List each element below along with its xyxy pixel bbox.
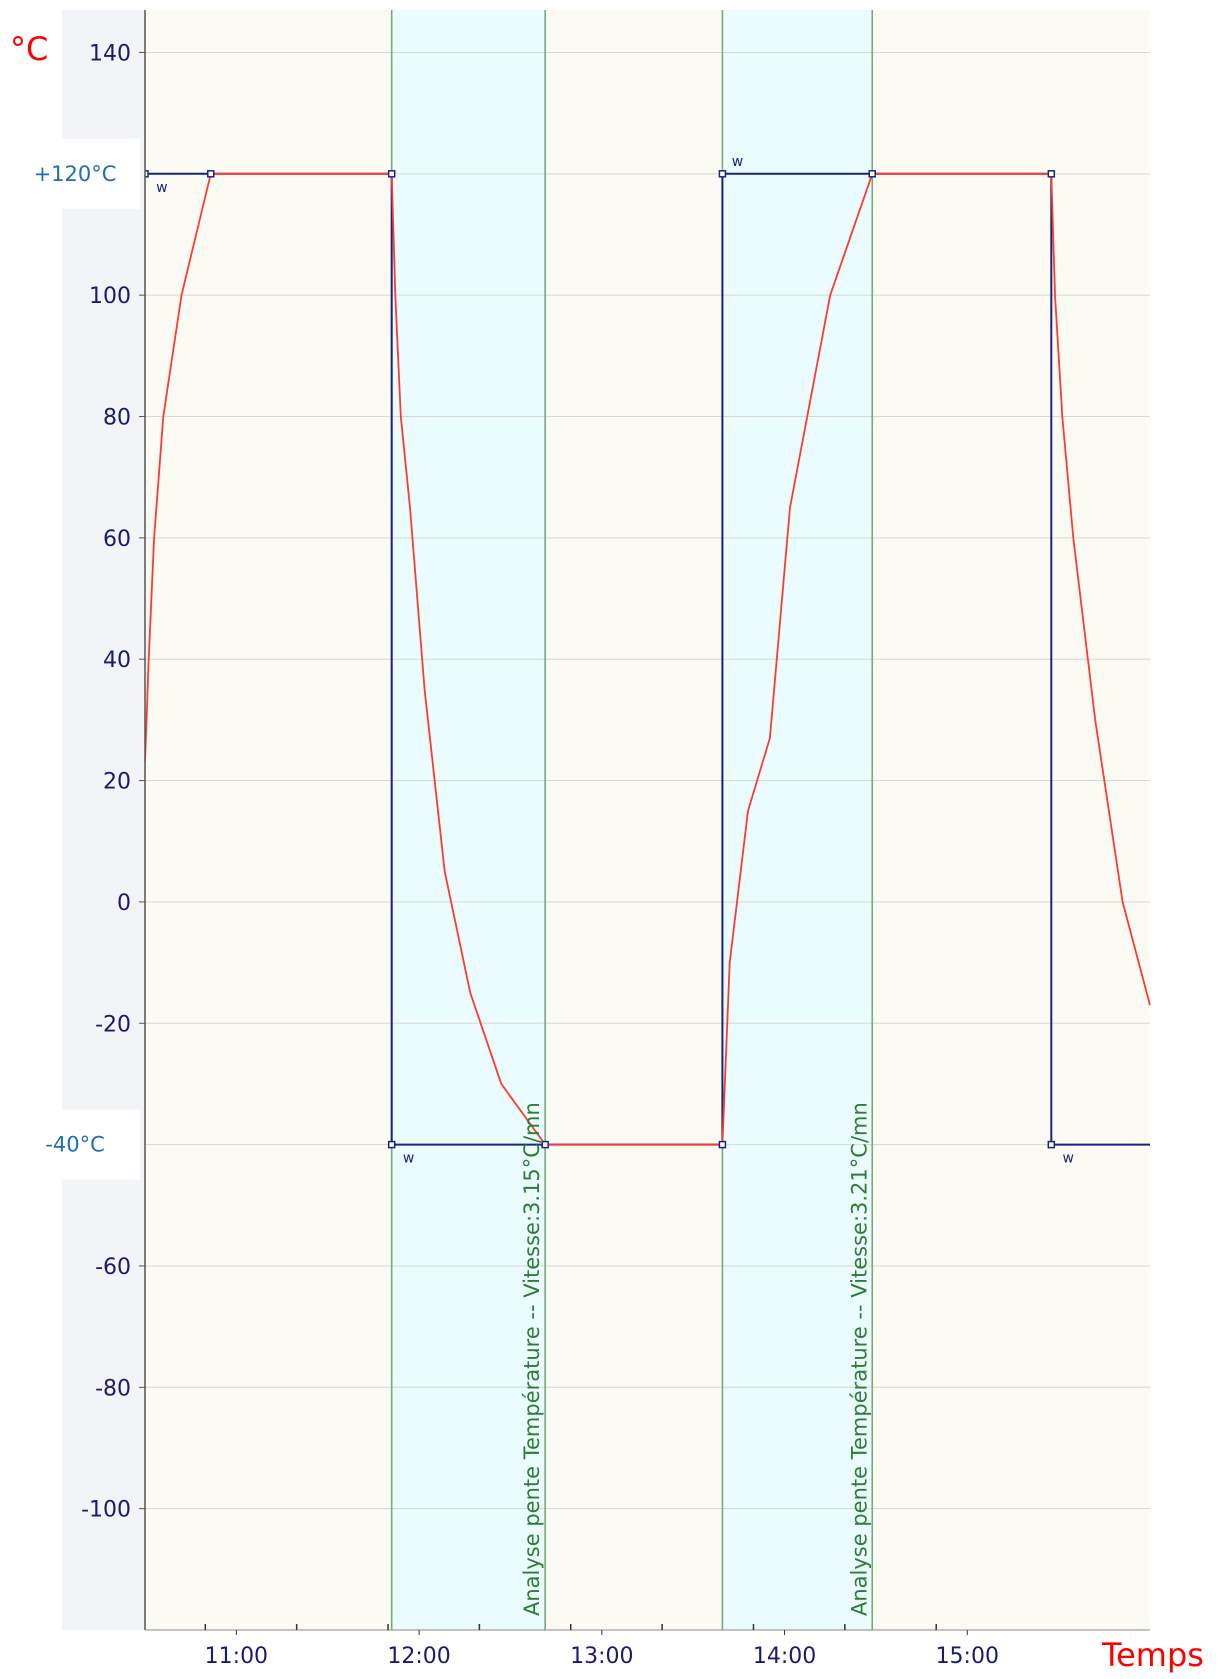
y-tick-label: -60: [95, 1255, 131, 1280]
setpoint-marker: [718, 1140, 727, 1149]
y-tick-label: 100: [89, 284, 131, 309]
y-tick-label: 20: [103, 770, 131, 795]
y-tick-label: 80: [103, 406, 131, 431]
analysis-region-label: Analyse pente Température -- Vitesse:3.2…: [847, 1102, 871, 1616]
shaded-regions: [391, 10, 873, 1630]
y-tick-label: 60: [103, 527, 131, 552]
setpoint-marker: [387, 1140, 396, 1149]
y-tick-label: -100: [81, 1498, 131, 1523]
axes: 140 100 80 60 40 20 0 -20 -60 -80 -100 11:00 12:00 13…: [62, 10, 1150, 1669]
analysis-region-1: [391, 10, 546, 1630]
setpoint-marker: [1047, 1140, 1056, 1149]
y-axis-band: [62, 10, 145, 1630]
x-tick-label: 14:00: [753, 1644, 816, 1669]
x-tick-label: 15:00: [936, 1644, 999, 1669]
x-tick-label: 11:00: [205, 1644, 268, 1669]
y-tick-label: -80: [95, 1376, 131, 1401]
setpoint-w-label: w: [403, 1151, 414, 1167]
setpoint-w-label: w: [732, 154, 743, 170]
setpoint-w-label: w: [156, 180, 167, 196]
plot-area: [145, 10, 1150, 1630]
y-annotation-label: +120°C: [34, 162, 117, 186]
setpoint-w-label: w: [1062, 1151, 1073, 1167]
setpoint-marker: [207, 170, 215, 178]
setpoint-marker: [387, 170, 396, 178]
chart-text: +120°C -40°C Analyse pente Température -- …: [5, 138, 871, 1616]
analysis-region-label: Analyse pente Température -- Vitesse:3.1…: [520, 1102, 544, 1616]
y-tick-label: 140: [89, 41, 131, 66]
setpoint-marker: [868, 170, 877, 178]
y-annotation-badge: [5, 138, 140, 209]
y-annotation-badge: [5, 1109, 140, 1180]
setpoint-marker: [1047, 170, 1056, 178]
y-tick-label: -20: [95, 1012, 131, 1037]
x-axis-label: Temps: [1101, 1636, 1204, 1674]
y-annotation-label: -40°C: [45, 1133, 104, 1157]
setpoint-marker: [541, 1140, 549, 1149]
x-tick-label: 12:00: [387, 1644, 450, 1669]
setpoint-marker: [718, 170, 727, 178]
x-tick-label: 13:00: [570, 1644, 633, 1669]
y-axis-unit-label: °C: [10, 30, 48, 68]
y-tick-label: 0: [117, 891, 131, 916]
y-tick-label: 40: [103, 648, 131, 673]
